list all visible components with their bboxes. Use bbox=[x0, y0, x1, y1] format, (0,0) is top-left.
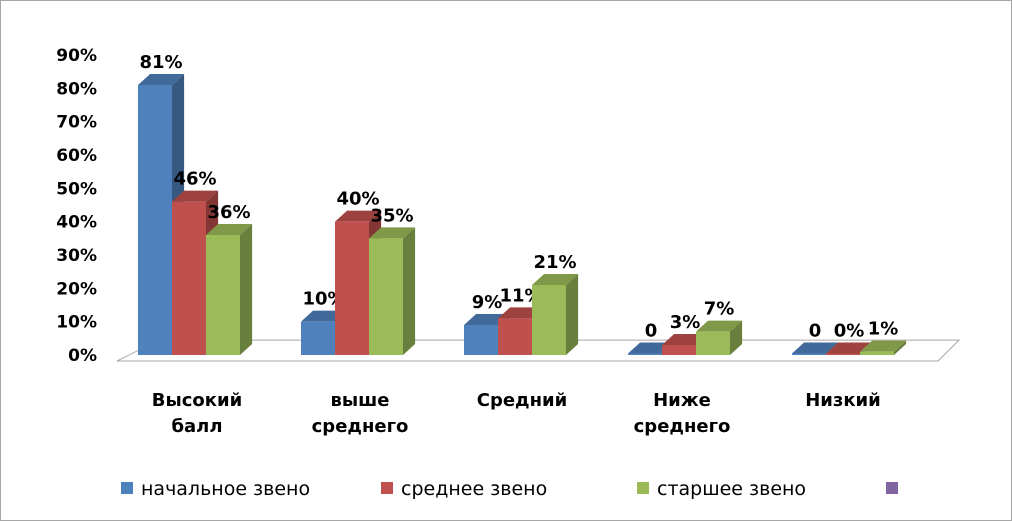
bar bbox=[860, 351, 894, 355]
data-label: 46% bbox=[173, 169, 216, 190]
data-label: 35% bbox=[370, 205, 413, 226]
bar bbox=[464, 325, 498, 355]
bar-top bbox=[206, 224, 253, 235]
bar bbox=[628, 353, 662, 355]
x-category-label: Средний bbox=[477, 390, 568, 411]
bar-top bbox=[696, 320, 743, 332]
bar-side bbox=[403, 227, 416, 355]
bar bbox=[498, 318, 532, 355]
bar-top bbox=[826, 342, 873, 354]
bar bbox=[301, 321, 335, 355]
legend-swatch bbox=[637, 482, 649, 494]
bar-top bbox=[860, 340, 907, 352]
bar bbox=[335, 221, 369, 355]
data-label: 3% bbox=[670, 312, 701, 333]
bar bbox=[696, 331, 730, 355]
y-tick-label: 90% bbox=[56, 46, 97, 66]
legend-label: начальное звено bbox=[141, 478, 310, 500]
legend-swatch bbox=[381, 482, 393, 494]
x-category-label: Высокий bbox=[152, 390, 242, 411]
data-label: 10% bbox=[302, 289, 345, 310]
data-label: 0 bbox=[809, 321, 822, 342]
x-category-label: Низкий bbox=[805, 390, 881, 411]
data-label: 1% bbox=[868, 319, 899, 340]
bar-top bbox=[532, 274, 579, 285]
y-tick-label: 80% bbox=[56, 79, 97, 99]
bar bbox=[369, 238, 403, 355]
y-tick-label: 70% bbox=[56, 113, 97, 133]
legend-swatch bbox=[886, 482, 898, 494]
bar-side bbox=[240, 224, 253, 355]
bar-side bbox=[566, 274, 579, 355]
legend-swatch bbox=[121, 482, 133, 494]
y-tick-label: 50% bbox=[56, 179, 97, 199]
data-label: 36% bbox=[207, 202, 250, 223]
data-label: 40% bbox=[336, 189, 379, 210]
data-label: 9% bbox=[472, 292, 503, 313]
x-category-label: среднего bbox=[312, 416, 409, 437]
data-label: 0% bbox=[834, 321, 865, 342]
data-label: 21% bbox=[533, 252, 576, 273]
x-category-label: Ниже bbox=[653, 390, 711, 411]
bar-top bbox=[335, 210, 382, 222]
y-tick-label: 10% bbox=[56, 313, 97, 333]
legend-label: старшее звено bbox=[657, 478, 806, 500]
data-label: 81% bbox=[139, 52, 182, 73]
bar bbox=[792, 353, 826, 355]
y-tick-label: 40% bbox=[56, 213, 97, 233]
data-label: 0 bbox=[645, 321, 658, 342]
bar-top bbox=[172, 190, 219, 202]
bar bbox=[172, 201, 206, 355]
y-tick-label: 20% bbox=[56, 279, 97, 299]
bar bbox=[662, 345, 696, 355]
bar-side bbox=[894, 340, 907, 355]
x-category-label: выше bbox=[331, 390, 390, 411]
data-label: 11% bbox=[499, 285, 542, 306]
bar-top bbox=[138, 74, 185, 85]
bar-top bbox=[369, 227, 416, 239]
data-label: 7% bbox=[704, 299, 735, 320]
bar bbox=[532, 285, 566, 355]
y-tick-label: 60% bbox=[56, 146, 97, 166]
legend-label: среднее звено bbox=[401, 478, 547, 500]
bar-top bbox=[792, 342, 839, 354]
bar bbox=[206, 235, 240, 355]
bar bbox=[826, 353, 860, 355]
y-tick-label: 0% bbox=[68, 346, 97, 366]
x-category-label: балл bbox=[171, 416, 222, 437]
y-tick-label: 30% bbox=[56, 246, 97, 266]
bar-side bbox=[730, 320, 743, 355]
bar bbox=[138, 85, 172, 355]
x-category-label: среднего bbox=[634, 416, 731, 437]
